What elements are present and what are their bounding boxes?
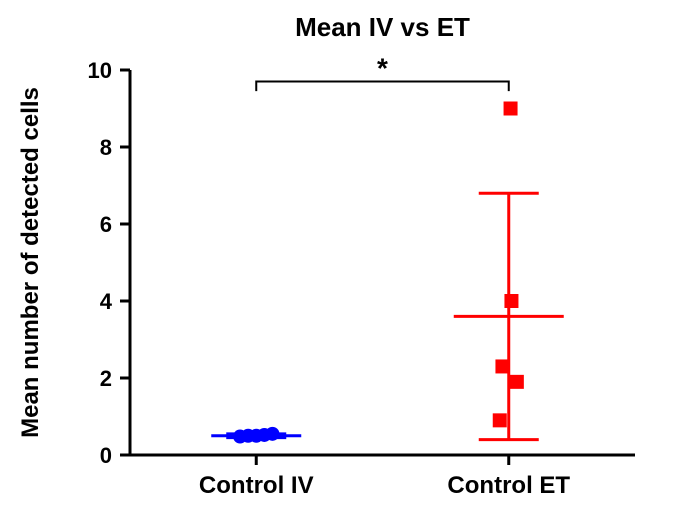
y-axis-label: Mean number of detected cells [17,87,44,438]
y-tick-label: 0 [100,443,112,468]
data-point [495,359,509,373]
data-point [504,294,518,308]
data-point [510,375,524,389]
y-tick-label: 2 [100,366,112,391]
data-point [493,413,507,427]
data-point [265,427,279,441]
y-tick-label: 6 [100,212,112,237]
significance-label: * [377,53,388,84]
chart-title: Mean IV vs ET [295,12,470,42]
y-tick-label: 8 [100,135,112,160]
x-category-label: Control ET [447,472,570,499]
x-category-label: Control IV [199,472,314,499]
chart-container: Mean IV vs ET 0 2 4 6 8 10 Control IV Control ET… [0,0,675,530]
data-point [504,102,518,116]
chart-svg: Mean IV vs ET 0 2 4 6 8 10 Control IV Control ET… [0,0,675,530]
y-tick-label: 10 [88,58,112,83]
y-tick-label: 4 [100,289,113,314]
